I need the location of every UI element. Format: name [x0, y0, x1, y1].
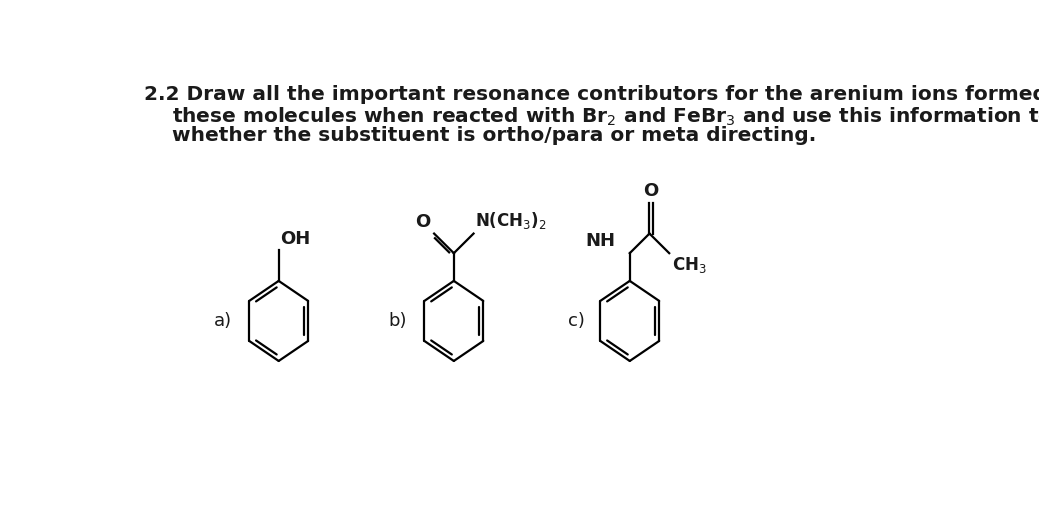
Text: N(CH$_3$)$_2$: N(CH$_3$)$_2$	[475, 210, 547, 231]
Text: whether the substituent is ortho/para or meta directing.: whether the substituent is ortho/para or…	[143, 126, 816, 145]
Text: these molecules when reacted with Br$_2$ and FeBr$_3$ and use this information t: these molecules when reacted with Br$_2$…	[143, 105, 1039, 127]
Text: c): c)	[568, 312, 585, 330]
Text: NH: NH	[586, 232, 616, 250]
Text: O: O	[643, 182, 659, 200]
Text: CH$_3$: CH$_3$	[671, 254, 707, 275]
Text: b): b)	[389, 312, 407, 330]
Text: OH: OH	[281, 230, 311, 248]
Text: a): a)	[214, 312, 232, 330]
Text: 2.2 Draw all the important resonance contributors for the arenium ions formed fr: 2.2 Draw all the important resonance con…	[143, 84, 1039, 103]
Text: O: O	[415, 214, 430, 231]
